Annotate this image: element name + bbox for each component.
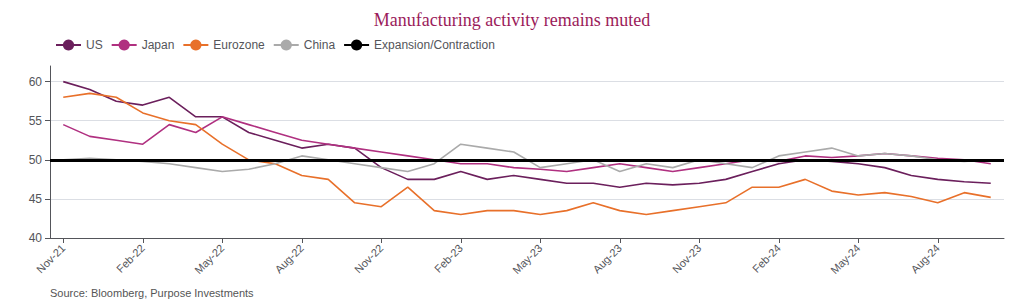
svg-text:May-23: May-23 [510,242,544,276]
svg-text:May-22: May-22 [192,242,226,276]
svg-text:45: 45 [29,192,43,206]
svg-text:US: US [86,38,103,52]
svg-text:Source: Bloomberg, Purpose Inv: Source: Bloomberg, Purpose Investments [50,287,254,299]
svg-text:Japan: Japan [142,38,175,52]
svg-text:40: 40 [29,231,43,245]
svg-text:Nov-23: Nov-23 [670,242,704,276]
svg-text:Feb-23: Feb-23 [432,242,465,275]
svg-text:May-24: May-24 [828,242,862,276]
svg-text:Expansion/Contraction: Expansion/Contraction [374,38,495,52]
svg-text:Feb-22: Feb-22 [114,242,147,275]
svg-text:China: China [304,38,336,52]
svg-text:Aug-23: Aug-23 [590,242,624,276]
svg-text:Aug-22: Aug-22 [272,242,306,276]
svg-text:50: 50 [29,153,43,167]
svg-text:60: 60 [29,75,43,89]
svg-text:Feb-24: Feb-24 [750,242,783,275]
svg-text:Nov-22: Nov-22 [352,242,386,276]
svg-text:Aug-24: Aug-24 [908,242,942,276]
svg-text:Eurozone: Eurozone [213,38,265,52]
svg-text:55: 55 [29,114,43,128]
svg-text:Nov-21: Nov-21 [34,242,68,276]
svg-text:Manufacturing activity remains: Manufacturing activity remains muted [374,10,650,30]
